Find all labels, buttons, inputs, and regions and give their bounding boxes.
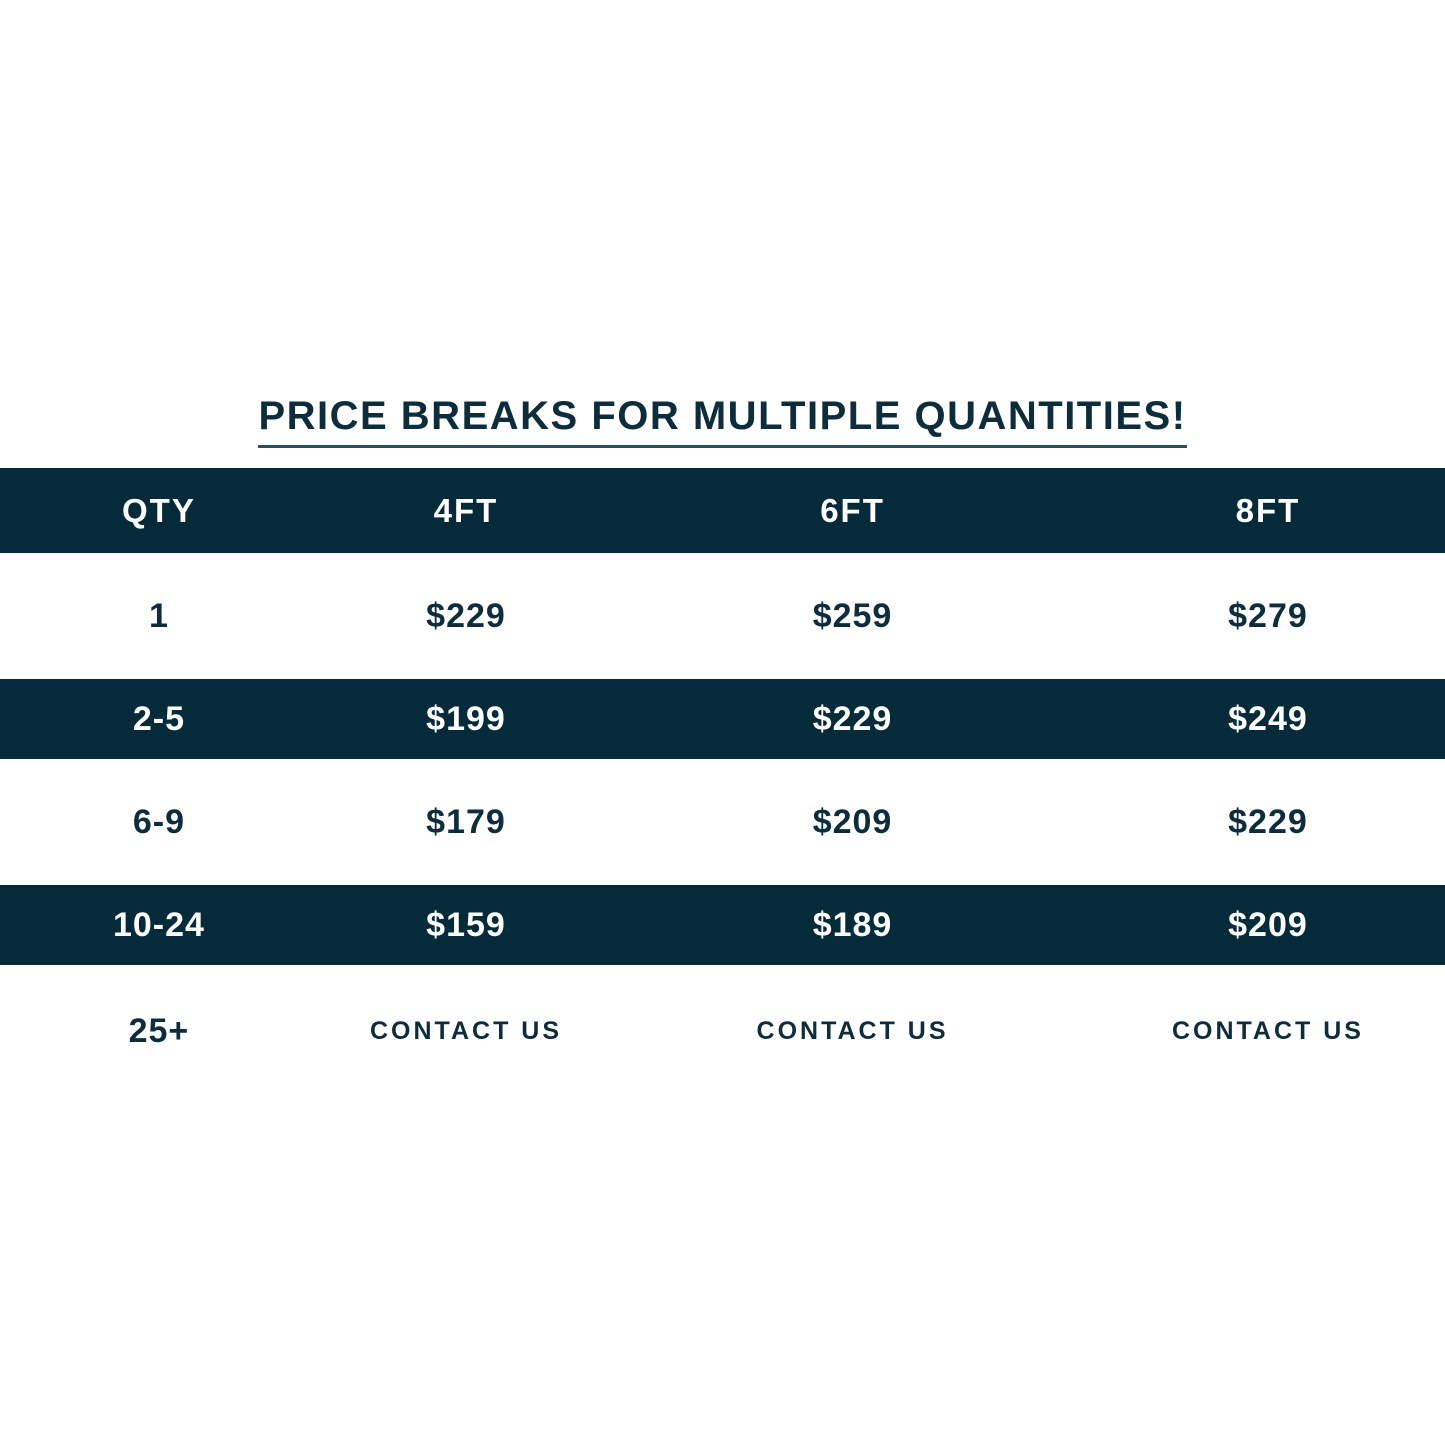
title-container: PRICE BREAKS FOR MULTIPLE QUANTITIES! <box>0 396 1445 448</box>
cell-4ft-price: $159 <box>426 905 506 944</box>
table-row-qty-2-5: 2-5 $199 $229 $249 <box>0 679 1445 759</box>
cell-8ft-price: $209 <box>1228 905 1308 944</box>
table-header-row: QTY 4FT 6FT 8FT <box>0 468 1445 553</box>
cell-qty: 25+ <box>128 1011 190 1050</box>
price-table: QTY 4FT 6FT 8FT 1 $229 $259 $279 2-5 $19… <box>0 468 1445 1097</box>
cell-6ft-price: $189 <box>812 905 893 944</box>
cell-4ft-price: $179 <box>426 802 506 841</box>
cell-qty: 10-24 <box>112 905 205 944</box>
cell-8ft-price: $279 <box>1228 596 1308 635</box>
contact-us-cell: CONTACT US <box>756 1016 949 1045</box>
cell-8ft-price: $229 <box>1228 802 1308 841</box>
page-title: PRICE BREAKS FOR MULTIPLE QUANTITIES! <box>258 396 1187 448</box>
cell-qty: 6-9 <box>132 802 186 841</box>
header-6ft: 6FT <box>820 491 885 529</box>
contact-us-cell: CONTACT US <box>1171 1016 1364 1045</box>
table-row-qty-25plus: 25+ CONTACT US CONTACT US CONTACT US <box>0 965 1445 1097</box>
cell-qty: 2-5 <box>132 699 186 738</box>
cell-4ft-price: $199 <box>426 699 506 738</box>
header-qty: QTY <box>122 491 196 529</box>
header-8ft: 8FT <box>1235 491 1301 529</box>
contact-us-cell: CONTACT US <box>369 1016 563 1045</box>
table-row-qty-6-9: 6-9 $179 $209 $229 <box>0 759 1445 885</box>
table-row-qty-10-24: 10-24 $159 $189 $209 <box>0 885 1445 965</box>
cell-6ft-price: $229 <box>812 699 893 738</box>
cell-6ft-price: $259 <box>812 596 893 635</box>
header-4ft: 4FT <box>433 491 499 529</box>
cell-qty: 1 <box>148 596 169 635</box>
table-row-qty-1: 1 $229 $259 $279 <box>0 553 1445 679</box>
cell-4ft-price: $229 <box>426 596 506 635</box>
cell-6ft-price: $209 <box>812 802 893 841</box>
cell-8ft-price: $249 <box>1228 699 1308 738</box>
